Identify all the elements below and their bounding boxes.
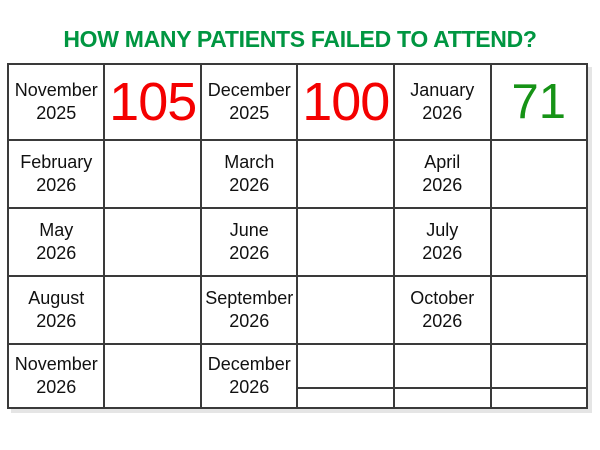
month-year: 2026 bbox=[229, 175, 270, 195]
table-row: November 2025 105 December 2025 100 Janu… bbox=[6, 63, 589, 141]
subrow-cell-empty bbox=[296, 387, 395, 409]
month-cell: May 2026 bbox=[6, 207, 106, 277]
month-name: February bbox=[20, 151, 93, 172]
table-row: November 2026 December 2026 bbox=[6, 343, 589, 409]
month-name: April bbox=[424, 151, 461, 172]
value-cell-empty bbox=[489, 139, 589, 209]
month-cell: June 2026 bbox=[199, 207, 299, 277]
value-cell: 71 bbox=[489, 63, 589, 141]
month-name: July bbox=[426, 219, 459, 240]
value-cell-empty bbox=[296, 275, 395, 345]
month-year: 2026 bbox=[422, 311, 463, 331]
table-row: February 2026 March 2026 April 2026 bbox=[6, 139, 589, 209]
value-cell-empty bbox=[489, 343, 589, 389]
month-year: 2026 bbox=[422, 243, 463, 263]
value-cell-empty bbox=[103, 275, 202, 345]
value-cell: 105 bbox=[103, 63, 202, 141]
value-cell-empty bbox=[489, 275, 589, 345]
month-cell: August 2026 bbox=[6, 275, 106, 345]
month-name: December bbox=[207, 79, 291, 100]
month-name: June bbox=[229, 219, 269, 240]
value-cell: 100 bbox=[296, 63, 395, 141]
month-cell: January 2026 bbox=[393, 63, 492, 141]
month-year: 2026 bbox=[36, 377, 77, 397]
month-year: 2026 bbox=[36, 243, 77, 263]
value-cell-empty bbox=[489, 207, 589, 277]
month-year: 2026 bbox=[422, 103, 463, 123]
month-year: 2025 bbox=[229, 103, 270, 123]
month-name: March bbox=[224, 151, 275, 172]
value-cell-empty bbox=[296, 207, 395, 277]
month-year: 2025 bbox=[36, 103, 77, 123]
table-subrow bbox=[8, 387, 589, 409]
month-name: December bbox=[207, 353, 291, 374]
month-cell: December 2026 bbox=[199, 343, 299, 409]
value-cell-empty bbox=[296, 343, 395, 389]
month-cell: April 2026 bbox=[393, 139, 492, 209]
value-cell-empty bbox=[296, 139, 395, 209]
table-row: May 2026 June 2026 July 2026 bbox=[6, 207, 589, 277]
subrow-cell-empty bbox=[393, 387, 492, 409]
attendance-table: November 2025 105 December 2025 100 Janu… bbox=[6, 63, 589, 409]
value-cell-empty bbox=[103, 139, 202, 209]
month-year: 2026 bbox=[36, 175, 77, 195]
month-cell: December 2025 bbox=[199, 63, 299, 141]
table-row: August 2026 September 2026 October 2026 bbox=[6, 275, 589, 345]
month-name: November bbox=[14, 353, 98, 374]
month-year: 2026 bbox=[229, 377, 270, 397]
value-cell-empty bbox=[103, 343, 202, 409]
month-name: September bbox=[205, 287, 294, 308]
month-year: 2026 bbox=[422, 175, 463, 195]
month-cell: November 2025 bbox=[6, 63, 106, 141]
month-cell: October 2026 bbox=[393, 275, 492, 345]
month-year: 2026 bbox=[229, 311, 270, 331]
subrow-cell-empty bbox=[489, 387, 589, 409]
month-name: November bbox=[14, 79, 98, 100]
month-year: 2026 bbox=[229, 243, 270, 263]
value-cell-empty bbox=[103, 207, 202, 277]
month-cell: July 2026 bbox=[393, 207, 492, 277]
month-name: October bbox=[410, 287, 475, 308]
month-year: 2026 bbox=[36, 311, 77, 331]
month-name: May bbox=[39, 219, 74, 240]
month-name: August bbox=[28, 287, 85, 308]
month-cell: November 2026 bbox=[6, 343, 106, 409]
month-cell: September 2026 bbox=[199, 275, 299, 345]
month-name: January bbox=[410, 79, 475, 100]
page-title: HOW MANY PATIENTS FAILED TO ATTEND? bbox=[63, 26, 537, 52]
month-cell-empty bbox=[393, 343, 492, 389]
month-cell: March 2026 bbox=[199, 139, 299, 209]
month-cell: February 2026 bbox=[6, 139, 106, 209]
